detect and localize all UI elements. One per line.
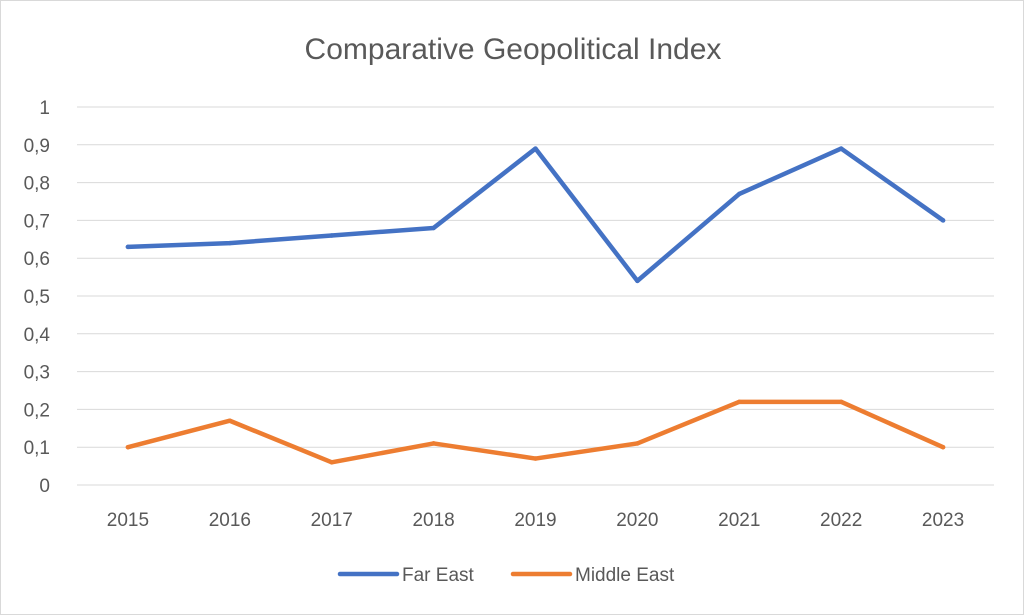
- y-tick-label: 0,9: [24, 136, 50, 157]
- y-tick-label: 0,6: [24, 249, 50, 270]
- series-line-middle-east: [125, 399, 946, 465]
- y-tick-label: 0,7: [24, 211, 50, 232]
- data-point: [635, 441, 640, 446]
- data-point: [329, 233, 334, 238]
- legend-label: Middle East: [575, 565, 675, 586]
- y-tick-label: 0,4: [24, 325, 51, 346]
- data-point: [533, 146, 538, 151]
- data-point: [737, 399, 742, 405]
- data-point: [125, 244, 131, 250]
- data-point: [838, 146, 844, 151]
- gridlines: [77, 106, 994, 486]
- legend-item-far-east: Far East: [337, 565, 475, 586]
- x-tick-label: 2018: [412, 510, 454, 531]
- y-tick-label: 0,3: [24, 363, 50, 384]
- data-point: [940, 218, 946, 223]
- y-axis-ticks: 0 0,1 0,2 0,3 0,4 0,5 0,6 0,7 0,8 0,9 1: [24, 98, 51, 497]
- y-tick-label: 0: [39, 476, 50, 497]
- series-line-far-east: [125, 146, 946, 284]
- x-tick-label: 2021: [718, 510, 760, 531]
- data-point: [431, 225, 436, 231]
- y-tick-label: 0,8: [24, 174, 50, 195]
- series-lines: [125, 146, 946, 465]
- x-tick-label: 2017: [311, 510, 353, 531]
- y-tick-label: 0,5: [24, 287, 50, 308]
- x-tick-label: 2019: [514, 510, 556, 531]
- data-point: [533, 456, 538, 461]
- legend-item-middle-east: Middle East: [510, 565, 675, 586]
- x-tick-label: 2023: [922, 510, 964, 531]
- data-point: [635, 278, 640, 284]
- data-point: [227, 240, 233, 246]
- x-tick-label: 2022: [820, 510, 862, 531]
- legend-label: Far East: [402, 565, 475, 586]
- data-point: [329, 460, 334, 465]
- y-tick-label: 0,2: [24, 400, 50, 421]
- data-point: [838, 399, 844, 405]
- y-tick-label: 1: [39, 98, 50, 119]
- data-point: [737, 191, 742, 197]
- y-tick-label: 0,1: [24, 438, 50, 459]
- legend: Far East Middle East: [337, 565, 675, 586]
- x-tick-label: 2015: [107, 510, 149, 531]
- data-point: [940, 444, 946, 450]
- data-point: [431, 441, 436, 446]
- chart-title: Comparative Geopolitical Index: [305, 33, 722, 66]
- x-axis-ticks: 2015 2016 2017 2018 2019 2020 2021 2022 2023: [107, 510, 964, 531]
- x-tick-label: 2020: [616, 510, 658, 531]
- data-point: [125, 444, 131, 450]
- x-tick-label: 2016: [209, 510, 251, 531]
- data-point: [227, 418, 233, 423]
